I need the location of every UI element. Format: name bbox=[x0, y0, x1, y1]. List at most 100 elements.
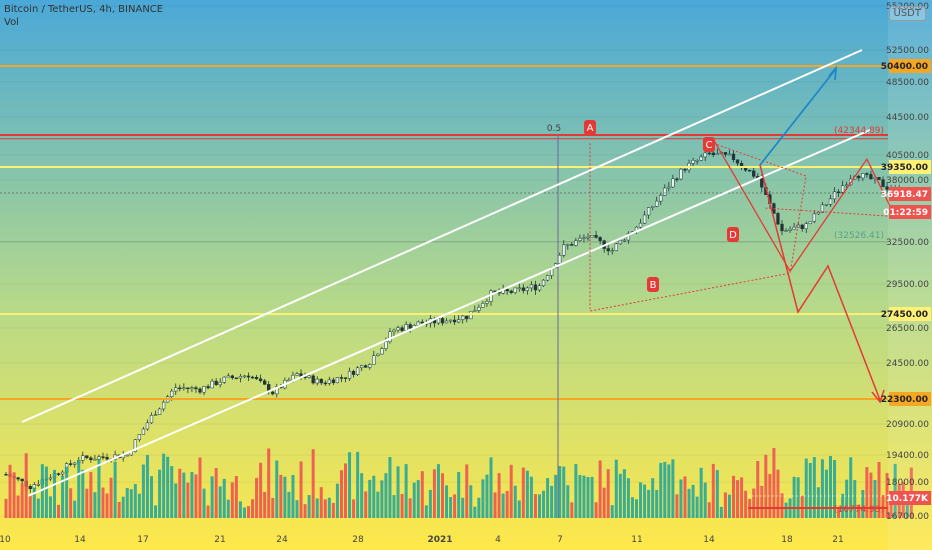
candle-body bbox=[73, 462, 77, 465]
volume-bar bbox=[756, 460, 760, 518]
candle-body bbox=[695, 159, 699, 162]
level-27450-label: 27450.00 bbox=[881, 310, 928, 320]
candle-body bbox=[133, 439, 137, 452]
volume-bar bbox=[344, 463, 347, 518]
pivot-low-label: (16774.98) bbox=[834, 505, 884, 515]
candle-body bbox=[145, 422, 150, 430]
candle-body bbox=[610, 250, 614, 252]
volume-bar bbox=[303, 504, 307, 518]
volume-bar bbox=[214, 468, 218, 518]
volume-indicator-label[interactable]: Vol bbox=[4, 17, 19, 28]
volume-bar bbox=[287, 491, 291, 518]
volume-bar bbox=[833, 460, 837, 518]
volume-bar bbox=[436, 464, 440, 518]
volume-bar bbox=[643, 484, 647, 518]
projection-down-path bbox=[759, 164, 881, 401]
candle-body bbox=[190, 387, 194, 390]
price-tick: 38000.00 bbox=[886, 176, 929, 186]
volume-bar bbox=[461, 497, 465, 518]
candle-body bbox=[469, 311, 473, 320]
volume-bar bbox=[582, 475, 586, 518]
volume-bar bbox=[473, 506, 477, 518]
candle-body bbox=[250, 376, 255, 379]
candle-body bbox=[800, 224, 804, 229]
volume-bar bbox=[392, 495, 396, 518]
candle-body bbox=[485, 301, 489, 304]
volume-bar bbox=[586, 477, 590, 518]
volume-bar bbox=[428, 489, 432, 518]
projection-up-arrow bbox=[759, 69, 836, 166]
date-tick: 14 bbox=[703, 535, 715, 545]
price-tick: 26500.00 bbox=[886, 324, 929, 334]
volume-bar bbox=[81, 469, 85, 518]
volume-bar bbox=[760, 485, 764, 518]
volume-bar bbox=[651, 478, 655, 518]
volume-bar bbox=[125, 487, 129, 518]
volume-label-box bbox=[889, 491, 931, 505]
level-22300-label: 22300.00 bbox=[881, 395, 928, 405]
candle-body bbox=[56, 473, 61, 475]
volume-bar bbox=[441, 473, 444, 518]
candle-body bbox=[400, 327, 404, 331]
volume-bar bbox=[255, 477, 259, 518]
symbol-title[interactable]: Bitcoin / TetherUS, 4h, BINANCE bbox=[4, 4, 164, 15]
volume-bar bbox=[4, 498, 8, 518]
candle-body bbox=[566, 244, 570, 246]
candle-body bbox=[263, 380, 267, 385]
candle-body bbox=[461, 315, 465, 320]
volume-bar bbox=[647, 489, 651, 518]
abcd-pattern bbox=[712, 138, 896, 273]
volume-bar bbox=[145, 454, 149, 518]
candle-body bbox=[364, 365, 368, 368]
volume-bar bbox=[881, 495, 885, 518]
volume-bar bbox=[501, 493, 505, 518]
volume-bar bbox=[36, 498, 40, 518]
volume-bar bbox=[16, 495, 20, 518]
currency-button[interactable]: USDT bbox=[888, 6, 926, 21]
volume-bar bbox=[154, 505, 158, 518]
candle-body bbox=[69, 463, 73, 465]
volume-bar bbox=[113, 461, 117, 518]
volume-bar bbox=[158, 469, 162, 518]
price-scale bbox=[888, 0, 932, 550]
date-tick: 10 bbox=[0, 535, 11, 545]
volume-bar bbox=[105, 493, 109, 518]
candle-body bbox=[331, 379, 336, 384]
volume-bar bbox=[622, 469, 626, 518]
candle-body bbox=[651, 206, 655, 208]
volume-label: 10.177K bbox=[886, 494, 929, 504]
level-50400-label: 50400.00 bbox=[881, 62, 928, 72]
volume-bar bbox=[829, 455, 832, 518]
candle-body bbox=[97, 456, 101, 460]
candle-body bbox=[529, 284, 534, 289]
date-tick: 11 bbox=[631, 535, 642, 545]
candle-body bbox=[618, 239, 622, 245]
candle-body bbox=[157, 408, 162, 415]
candle-body bbox=[214, 380, 218, 386]
volume-bar bbox=[655, 489, 659, 518]
volume-bar bbox=[861, 489, 865, 518]
candle-body bbox=[505, 288, 509, 292]
candle-body bbox=[89, 457, 93, 461]
volume-bar bbox=[416, 480, 420, 518]
candle-body bbox=[384, 341, 388, 349]
candle-body bbox=[327, 379, 331, 384]
candle-body bbox=[149, 415, 154, 424]
candle-body bbox=[711, 152, 715, 155]
volume-bar bbox=[671, 459, 675, 518]
candle-body bbox=[254, 376, 259, 380]
volume-bar bbox=[493, 492, 497, 518]
candle-body bbox=[457, 319, 461, 323]
volume-bar bbox=[614, 459, 618, 518]
candle-body bbox=[533, 284, 538, 291]
volume-bar bbox=[525, 470, 529, 518]
candle-body bbox=[537, 285, 542, 291]
candle-body bbox=[141, 428, 146, 435]
candle-body bbox=[760, 177, 764, 188]
candle-body bbox=[258, 378, 263, 382]
volume-bar bbox=[372, 475, 376, 518]
volume-bar bbox=[727, 494, 731, 518]
candle-body bbox=[748, 169, 752, 172]
